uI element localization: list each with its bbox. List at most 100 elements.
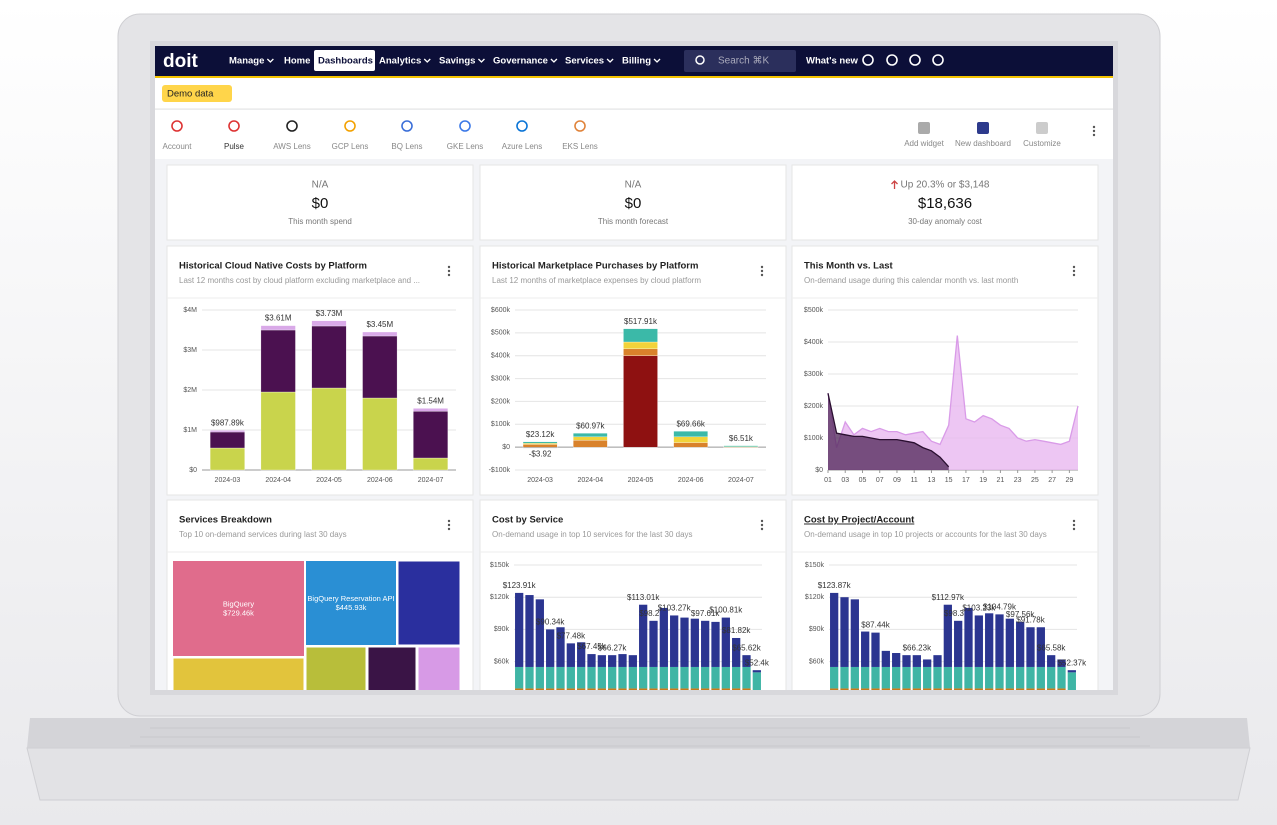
nav-item[interactable]: Dashboards — [318, 56, 373, 67]
menu-dot[interactable] — [760, 273, 764, 277]
menu-dot[interactable] — [447, 527, 451, 531]
lens-icon[interactable] — [574, 120, 586, 132]
y-tick-label: $150k — [805, 562, 825, 569]
menu-dot[interactable] — [447, 519, 451, 523]
lens-label[interactable]: AWS Lens — [273, 142, 311, 151]
nav-item[interactable]: Manage — [229, 56, 264, 67]
menu-dot[interactable] — [1072, 527, 1076, 531]
lens-label[interactable]: GKE Lens — [447, 142, 483, 151]
lens-label[interactable]: BQ Lens — [391, 142, 422, 151]
bar-segment — [850, 666, 859, 689]
action-label[interactable]: New dashboard — [955, 139, 1011, 148]
whats-new[interactable]: What's new — [806, 56, 858, 67]
total-label: $65.58k — [1037, 643, 1066, 652]
cell-name: BigQuery Reservation API — [307, 594, 394, 603]
lens-label[interactable]: Azure Lens — [502, 142, 542, 151]
bar-segment — [515, 666, 524, 689]
bar-segment — [732, 688, 741, 690]
menu-dot[interactable] — [760, 265, 764, 269]
lens-icon[interactable] — [401, 120, 413, 132]
bar-segment — [721, 688, 730, 690]
bar-segment — [752, 672, 761, 690]
total-label: $3.73M — [316, 309, 343, 318]
menu-dot[interactable] — [760, 527, 764, 531]
nav-item[interactable]: Services — [565, 56, 604, 67]
nav-icon[interactable] — [862, 54, 874, 66]
total-label: $113.01k — [627, 593, 660, 602]
widget-subtitle: On-demand usage in top 10 services for t… — [492, 530, 693, 539]
menu-dot[interactable] — [447, 269, 451, 273]
nav-item[interactable]: Billing — [622, 56, 651, 67]
bar-segment — [974, 666, 983, 689]
demo-badge-text: Demo data — [167, 89, 214, 100]
menu-dot[interactable] — [1072, 269, 1076, 273]
bar-segment — [522, 441, 558, 444]
bar-segment — [587, 666, 596, 689]
nav-icon[interactable] — [886, 54, 898, 66]
bar-segment — [209, 430, 245, 433]
bar-segment — [701, 688, 710, 690]
lens-icon[interactable] — [286, 120, 298, 132]
nav-item[interactable]: Savings — [439, 56, 475, 67]
nav-item[interactable]: Governance — [493, 56, 548, 67]
total-label: $6.51k — [729, 434, 754, 443]
search-box[interactable] — [684, 50, 796, 72]
lens-icon[interactable] — [516, 120, 528, 132]
search-icon — [695, 55, 705, 65]
menu-dot[interactable] — [1072, 265, 1076, 269]
nav-icon[interactable] — [932, 54, 944, 66]
lens-icon[interactable] — [228, 120, 240, 132]
lens-label[interactable]: Pulse — [224, 142, 245, 151]
menu-dot[interactable] — [760, 523, 764, 527]
menu-dot[interactable] — [1092, 129, 1096, 133]
bar-segment — [628, 666, 637, 689]
treemap-cell-other — [417, 646, 461, 690]
bar-segment — [1057, 688, 1066, 690]
lens-icon[interactable] — [459, 120, 471, 132]
menu-dot[interactable] — [1092, 125, 1096, 129]
total-label: $123.91k — [503, 581, 537, 590]
total-label: $67.45k — [577, 642, 606, 651]
lens-label[interactable]: Account — [163, 142, 193, 151]
menu-dot[interactable] — [760, 519, 764, 523]
x-tick-label: 2024-03 — [527, 477, 553, 484]
bar-segment — [933, 655, 942, 667]
summary-card — [791, 164, 1099, 241]
bar-segment — [577, 642, 586, 667]
bar-segment — [830, 688, 839, 690]
lens-label[interactable]: EKS Lens — [562, 142, 598, 151]
x-tick-label: 09 — [893, 477, 901, 484]
menu-dot[interactable] — [447, 523, 451, 527]
menu-dot[interactable] — [1072, 523, 1076, 527]
menu-dot[interactable] — [1072, 273, 1076, 277]
lens-icon[interactable] — [171, 120, 183, 132]
bar-segment — [1067, 672, 1076, 690]
menu-dot[interactable] — [1072, 519, 1076, 523]
nav-icon[interactable] — [909, 54, 921, 66]
bar-segment — [639, 604, 648, 667]
menu-dot[interactable] — [447, 265, 451, 269]
y-tick-label: $2M — [183, 387, 197, 394]
action-label[interactable]: Customize — [1023, 139, 1061, 148]
action-icon[interactable] — [918, 122, 930, 134]
bar-segment — [964, 688, 973, 690]
nav-item[interactable]: Analytics — [379, 56, 421, 67]
card-label: This month spend — [288, 217, 352, 226]
menu-dot[interactable] — [760, 269, 764, 273]
action-icon[interactable] — [1036, 122, 1048, 134]
nav-item[interactable]: Home — [284, 56, 310, 67]
y-tick-label: $4M — [183, 307, 197, 314]
total-label: $90.34k — [536, 618, 565, 627]
bar-segment — [912, 688, 921, 690]
bar-segment — [732, 666, 741, 689]
lens-label[interactable]: GCP Lens — [332, 142, 369, 151]
bar-segment — [670, 666, 679, 689]
total-label: $23.12k — [526, 430, 555, 439]
menu-dot[interactable] — [1092, 133, 1096, 137]
widget-title: Historical Marketplace Purchases by Plat… — [492, 261, 698, 272]
action-icon[interactable] — [977, 122, 989, 134]
menu-dot[interactable] — [447, 273, 451, 277]
lens-icon[interactable] — [344, 120, 356, 132]
action-label[interactable]: Add widget — [904, 139, 944, 148]
